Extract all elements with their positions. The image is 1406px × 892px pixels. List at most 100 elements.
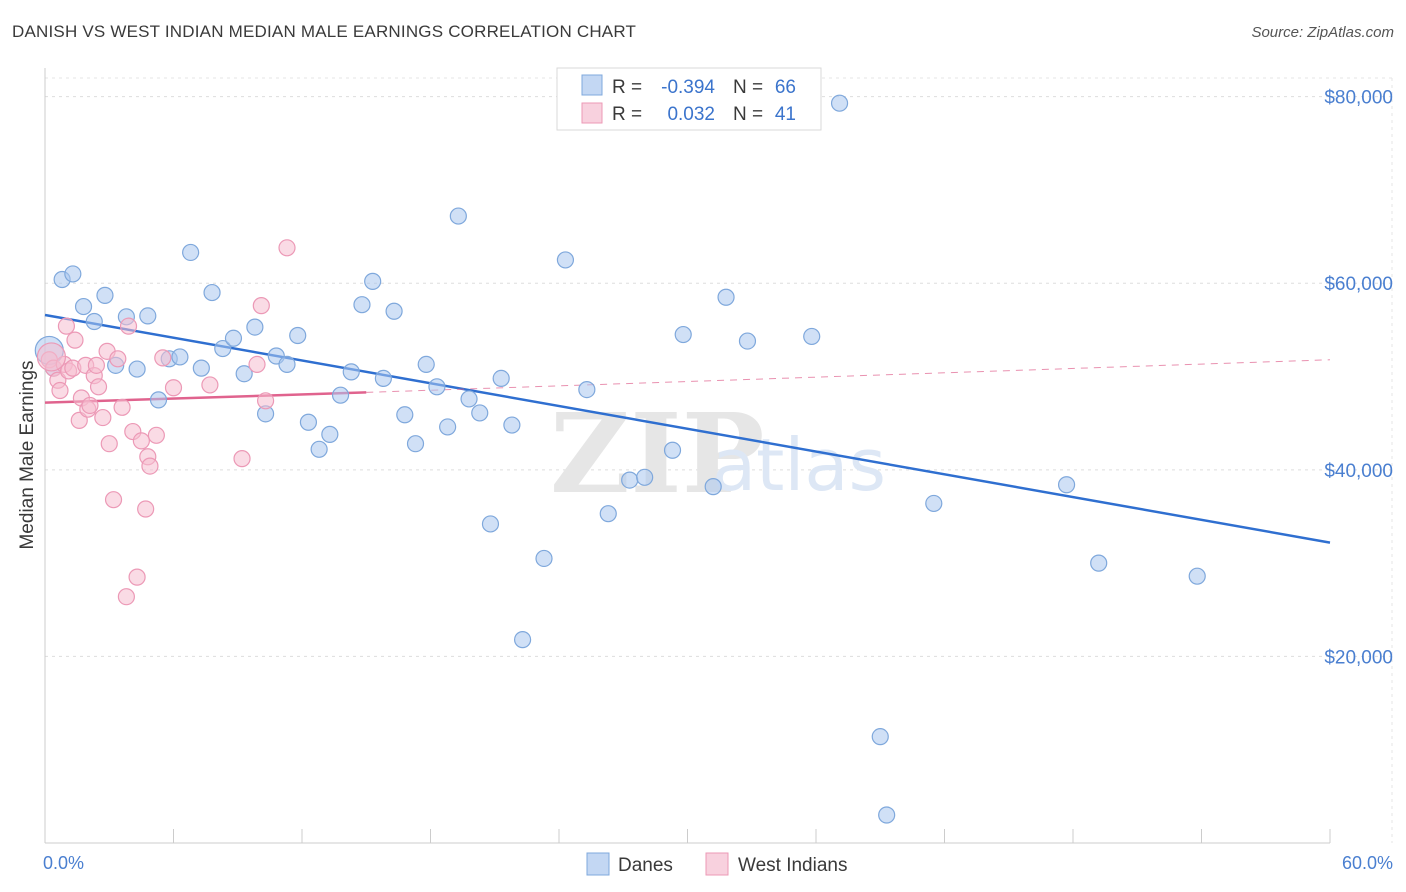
dane-point [578, 380, 596, 399]
legend-swatch-danes [581, 74, 603, 96]
dane-point [128, 360, 146, 378]
dane-point [214, 339, 232, 358]
legend-r-value-1: -0.394 [661, 77, 715, 98]
y-tick-label: $40,000 [1324, 461, 1393, 482]
dane-point [246, 318, 264, 336]
west-indian-point [57, 317, 76, 335]
dane-point [364, 272, 382, 290]
west-indian-point [119, 317, 138, 335]
gridlines [45, 77, 1393, 843]
dane-point [1188, 567, 1206, 585]
dane-point [492, 369, 510, 388]
dane-point [636, 468, 654, 486]
bottom-legend-west-indians: West Indians [738, 855, 847, 876]
dane-point [513, 631, 532, 649]
west-indian-point [100, 435, 118, 453]
dane-point [74, 297, 93, 316]
y-tick-labels: $20,000 $40,000 $60,000 $80,000 [1324, 88, 1393, 669]
trend-line-west-indians [44, 391, 367, 404]
dane-point [396, 406, 414, 424]
legend-n-value-1: 66 [775, 77, 796, 98]
source-credit: Source: ZipAtlas.com [1251, 24, 1394, 41]
trend-line-danes [44, 313, 1331, 544]
dane-point [139, 307, 157, 325]
dane-point [830, 94, 849, 112]
dane-point [871, 728, 889, 746]
west-indian-point [51, 381, 69, 400]
stats-legend: R = -0.394 N = 66 R = 0.032 N = 41 [556, 67, 822, 131]
west-indian-point [81, 396, 99, 415]
dane-point [171, 348, 189, 366]
west-indian-point [117, 588, 135, 606]
dane-point [556, 251, 575, 269]
west-indian-point [154, 349, 172, 367]
west-indian-point [233, 450, 251, 468]
dane-point [1057, 476, 1076, 494]
y-tick-label: $80,000 [1324, 88, 1393, 109]
x-tick-label-min: 0.0% [43, 853, 84, 873]
dane-point [96, 286, 114, 304]
dane-point [878, 806, 896, 824]
west-indian-point [113, 398, 131, 416]
west-indian-point [201, 376, 219, 394]
west-indian-point [94, 408, 112, 427]
west-indian-point [252, 297, 270, 315]
dane-point [674, 325, 692, 344]
watermark-atlas: atlas [712, 423, 886, 507]
bottom-legend-swatch-danes [586, 852, 610, 876]
watermark: ZIP atlas [550, 389, 886, 518]
dane-point [353, 296, 371, 314]
legend-r-label-1: R = [612, 77, 642, 98]
dane-point [717, 288, 735, 306]
dane-point [192, 359, 210, 377]
legend-n-value-2: 41 [775, 104, 796, 125]
dane-point [599, 505, 617, 523]
west-indian-point [256, 392, 275, 410]
dane-point [535, 549, 553, 568]
dane-point [149, 391, 168, 409]
dane-point [224, 329, 243, 347]
west-indian-point [147, 426, 165, 444]
dane-point [64, 265, 82, 283]
west-indian-point [104, 491, 123, 509]
dane-point [321, 425, 339, 443]
dane-point [235, 365, 253, 383]
dane-point [663, 441, 682, 459]
west-indian-point [109, 350, 127, 368]
dane-point [374, 369, 392, 388]
y-tick-label: $20,000 [1324, 647, 1393, 668]
legend-r-label-2: R = [612, 104, 642, 125]
dane-point [1090, 554, 1108, 572]
dane-point [428, 378, 446, 396]
dane-point [85, 312, 103, 331]
dane-point [439, 418, 457, 436]
x-tick-label-max: 60.0% [1342, 853, 1393, 873]
west-indian-point [137, 500, 155, 518]
legend-n-label-1: N = [733, 77, 763, 98]
dane-point [803, 327, 821, 346]
west-indian-point [141, 457, 159, 475]
dane-point [503, 416, 521, 434]
dane-point [385, 302, 403, 320]
west-indian-point [164, 379, 183, 397]
dane-point [278, 355, 296, 374]
data-points [34, 94, 1206, 824]
dane-point [203, 283, 221, 302]
west-indian-point [278, 239, 296, 257]
dane-point [342, 363, 360, 381]
dane-point [406, 435, 425, 453]
bottom-legend-danes: Danes [618, 855, 673, 876]
dane-point [289, 326, 307, 345]
dane-point [310, 440, 328, 458]
west-indian-point [248, 355, 266, 374]
y-axis-label: Median Male Earnings [17, 360, 38, 549]
y-tick-label: $60,000 [1324, 274, 1393, 295]
dane-point [449, 207, 467, 225]
trend-lines [44, 313, 1331, 544]
dane-point [417, 355, 435, 374]
dane-point [621, 471, 639, 489]
series-legend: Danes West Indians [586, 852, 847, 876]
dane-point [299, 413, 318, 431]
dane-point [704, 478, 722, 496]
